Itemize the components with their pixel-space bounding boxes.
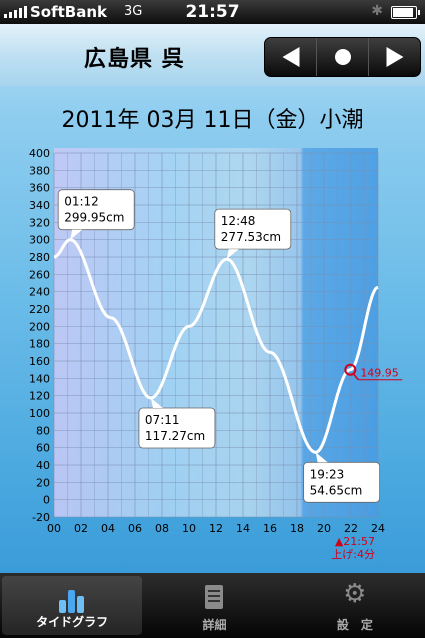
circle-icon [334, 49, 351, 65]
current-time-label: ▲21:57 [335, 535, 375, 548]
current-pointer-line [352, 373, 359, 381]
x-tick-label: 22 [344, 522, 358, 535]
x-tick-label: 02 [74, 522, 88, 535]
tab-tide-graph[interactable]: タイドグラフ [2, 576, 143, 635]
y-tick-label: 360 [29, 182, 50, 195]
y-tick-label: 340 [29, 199, 50, 212]
y-tick-label: 320 [29, 216, 50, 229]
callout-time: 07:11 [145, 413, 180, 427]
tide-extreme-callout: 07:11 117.27cm [138, 398, 216, 449]
tide-extreme-callout: 01:12 299.95cm [57, 189, 135, 240]
callout-height: 54.65cm [310, 483, 363, 497]
callout-pointer [315, 452, 328, 463]
y-tick-label: 140 [29, 372, 50, 385]
document-icon [203, 583, 225, 614]
y-axis-tick-labels: 4003803603403203002802602402202001801601… [29, 147, 50, 524]
battery-icon [391, 6, 420, 19]
y-tick-label: 400 [29, 147, 50, 160]
next-day-button[interactable] [369, 38, 420, 76]
y-tick-label: 120 [29, 390, 50, 403]
tide-chart[interactable]: 4003803603403203002802602402202001801601… [0, 140, 425, 565]
current-tide-value: 149.95 [360, 367, 399, 380]
y-tick-label: 0 [43, 494, 50, 507]
y-tick-label: 380 [29, 164, 50, 177]
tide-extreme-callout: 12:48 277.53cm [214, 208, 292, 260]
tab-bar: タイドグラフ 詳細 ⚙ 設 定 [0, 573, 425, 638]
x-tick-label: 20 [317, 522, 331, 535]
triangle-right-icon [386, 47, 403, 67]
status-time: 21:57 [185, 2, 240, 22]
tide-extreme-callout: 19:23 54.65cm [303, 452, 381, 503]
signal-strength-icon [4, 6, 27, 18]
y-tick-label: 160 [29, 355, 50, 368]
current-trend-label: 上げ:4分 [331, 548, 375, 561]
date-heading: 2011年 03月 11日（金）小潮 [61, 108, 364, 133]
tab-label: 詳細 [202, 618, 227, 632]
callout-time: 19:23 [310, 467, 345, 481]
tab-label: タイドグラフ [36, 615, 109, 629]
tide-curve [53, 238, 379, 454]
y-tick-label: 220 [29, 303, 50, 316]
y-tick-label: 180 [29, 338, 50, 351]
x-tick-label: 08 [155, 522, 169, 535]
x-axis-tick-labels: 00 02 04 06 08 10 12 14 16 18 20 22 24 [47, 522, 385, 535]
gear-icon: ⚙ [343, 579, 367, 609]
status-bar: SoftBank 3G 21:57 ✱ [0, 0, 425, 24]
callout-time: 01:12 [64, 195, 99, 209]
x-tick-label: 12 [209, 522, 223, 535]
tab-label: 設 定 [336, 618, 373, 632]
y-tick-label: -20 [32, 511, 50, 524]
y-tick-label: 80 [36, 424, 50, 437]
y-tick-label: 280 [29, 251, 50, 264]
callout-height: 117.27cm [145, 429, 205, 443]
y-tick-label: 20 [36, 476, 50, 489]
tide-extremes-callouts: 01:12299.95cm07:11117.27cm12:48277.53cm1… [57, 189, 381, 503]
x-tick-label: 00 [47, 522, 61, 535]
callout-pointer [70, 229, 83, 240]
callout-box [138, 407, 216, 449]
callout-box [57, 189, 135, 231]
x-tick-label: 24 [371, 522, 385, 535]
triangle-left-icon [282, 47, 299, 67]
x-tick-label: 18 [290, 522, 304, 535]
previous-day-button[interactable] [265, 38, 317, 76]
y-tick-label: 240 [29, 286, 50, 299]
callout-time: 12:48 [221, 214, 256, 228]
callout-box [303, 461, 381, 503]
y-tick-label: 100 [29, 407, 50, 420]
x-tick-label: 14 [236, 522, 250, 535]
y-tick-label: 300 [29, 234, 50, 247]
y-tick-label: 260 [29, 268, 50, 281]
y-tick-label: 40 [36, 459, 50, 472]
current-position-circle [344, 363, 357, 376]
tab-details[interactable]: 詳細 [144, 573, 284, 638]
location-title: 広島県 呉 [84, 47, 185, 72]
navigation-bar: 広島県 呉 [0, 24, 425, 86]
callout-box [214, 208, 292, 250]
carrier-label: SoftBank [30, 3, 108, 21]
tab-settings[interactable]: ⚙ 設 定 [285, 573, 425, 638]
date-navigation-control [264, 37, 421, 77]
x-tick-label: 10 [182, 522, 196, 535]
x-tick-label: 06 [128, 522, 142, 535]
network-type-label: 3G [124, 4, 143, 19]
today-button[interactable] [317, 38, 369, 76]
x-tick-label: 16 [263, 522, 277, 535]
callout-height: 277.53cm [221, 230, 281, 244]
bar-chart-icon [57, 586, 87, 617]
callout-pointer [150, 398, 163, 409]
x-tick-label: 04 [101, 522, 115, 535]
y-tick-label: 200 [29, 320, 50, 333]
y-tick-label: 60 [36, 442, 50, 455]
callout-height: 299.95cm [64, 211, 124, 225]
callout-pointer [226, 249, 239, 260]
bluetooth-icon: ✱ [371, 3, 383, 19]
